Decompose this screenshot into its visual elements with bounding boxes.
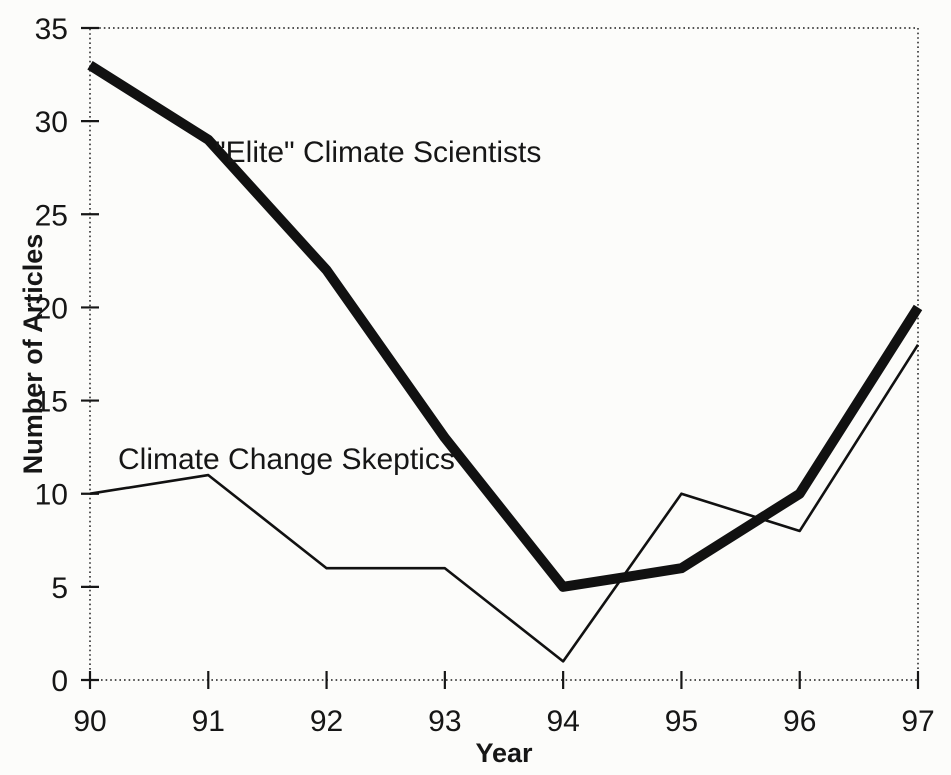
- x-tick-label-95: 95: [665, 705, 698, 738]
- data-series-lines: [87, 61, 923, 663]
- y-tick-label-25: 25: [35, 199, 68, 232]
- x-tick-label-92: 92: [310, 705, 343, 738]
- x-axis-title: Year: [475, 738, 533, 768]
- y-tick-label-35: 35: [35, 13, 68, 46]
- y-tick-label-30: 30: [35, 106, 68, 139]
- x-tick-label-94: 94: [546, 705, 579, 738]
- x-tick-label-91: 91: [192, 705, 225, 738]
- series-line-elite-climate-scientists: [87, 61, 923, 592]
- plot-frame: [89, 27, 919, 681]
- series-label-elite-climate-scientists: "Elite" Climate Scientists: [215, 136, 541, 169]
- y-tick-label-0: 0: [51, 665, 68, 698]
- series-label-climate-change-skeptics: Climate Change Skeptics: [118, 443, 455, 476]
- y-tick-label-10: 10: [35, 479, 68, 512]
- x-tick-label-90: 90: [73, 705, 106, 738]
- x-tick-label-97: 97: [901, 705, 934, 738]
- x-tick-label-96: 96: [783, 705, 816, 738]
- axis-tick-labels: 0 5 10 15 20 25 30 35 90 91 92 93 94 95 96 97: [35, 13, 935, 738]
- series-line-climate-change-skeptics: [89, 343, 920, 663]
- y-tick-label-20: 20: [35, 292, 68, 325]
- y-tick-label-5: 5: [51, 572, 68, 605]
- y-axis-title: Number of Articles: [18, 234, 48, 475]
- axis-ticks: [81, 26, 920, 689]
- y-tick-label-15: 15: [35, 386, 68, 419]
- x-tick-label-93: 93: [428, 705, 461, 738]
